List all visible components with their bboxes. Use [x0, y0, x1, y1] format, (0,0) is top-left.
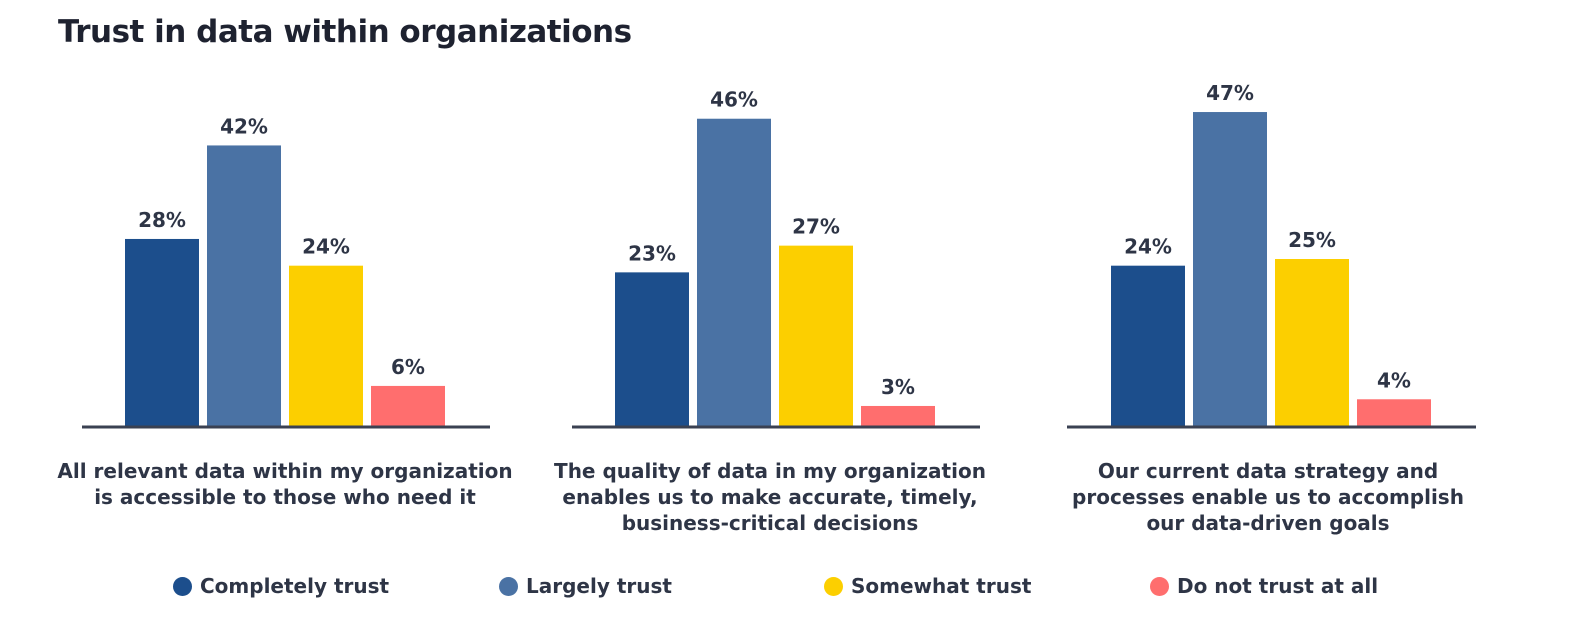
legend-item-do-not-trust: Do not trust at all [1150, 572, 1378, 600]
legend-label-largely-trust: Largely trust [526, 574, 672, 598]
legend-swatch-largely-trust [499, 576, 518, 596]
data-label-group2-largely-trust: 46% [710, 88, 758, 112]
legend-item-somewhat-trust: Somewhat trust [824, 572, 1031, 600]
bar-group1-completely-trust [125, 238, 199, 426]
data-label-group3-completely-trust: 24% [1124, 235, 1172, 259]
legend-label-do-not-trust: Do not trust at all [1177, 574, 1379, 598]
bar-group2-somewhat-trust [779, 245, 853, 426]
bar-group2-largely-trust [697, 118, 771, 426]
data-label-group2-somewhat-trust: 27% [792, 215, 840, 239]
data-label-group3-do-not-trust: 4% [1377, 368, 1411, 392]
legend-swatch-completely-trust [173, 576, 192, 596]
legend-label-completely-trust: Completely trust [200, 574, 390, 598]
legend-item-completely-trust: Completely trust [173, 572, 389, 600]
legend-label-somewhat-trust: Somewhat trust [851, 574, 1032, 598]
category-label-3: Our current data strategy and processes … [1072, 459, 1464, 535]
bar-group3-largely-trust [1193, 112, 1267, 426]
data-label-group2-do-not-trust: 3% [881, 375, 915, 399]
bar-group1-largely-trust [207, 145, 281, 426]
bar-group1-somewhat-trust [289, 265, 363, 426]
bar-group3-completely-trust [1111, 265, 1185, 426]
bar-group1-do-not-trust [371, 385, 445, 426]
bar-group3-do-not-trust [1357, 399, 1431, 426]
bar-group3-somewhat-trust [1275, 259, 1349, 426]
chart-legend: Completely trust Largely trust Somewhat … [0, 572, 1578, 600]
data-label-group3-somewhat-trust: 25% [1288, 228, 1336, 252]
data-label-group1-completely-trust: 28% [138, 208, 186, 232]
bar-group2-do-not-trust [861, 405, 935, 426]
data-label-group1-largely-trust: 42% [220, 114, 268, 138]
data-label-group1-do-not-trust: 6% [391, 355, 425, 379]
data-label-group3-largely-trust: 47% [1206, 81, 1254, 105]
data-label-group2-completely-trust: 23% [628, 241, 676, 265]
bar-group2-completely-trust [615, 272, 689, 426]
legend-swatch-somewhat-trust [824, 576, 843, 596]
data-label-group1-somewhat-trust: 24% [302, 235, 350, 259]
legend-swatch-do-not-trust [1150, 576, 1169, 596]
category-label-2: The quality of data in my organization e… [554, 459, 986, 535]
legend-item-largely-trust: Largely trust [499, 572, 672, 600]
category-label-1: All relevant data within my organization… [57, 459, 513, 509]
chart-title: Trust in data within organizations [58, 14, 632, 50]
